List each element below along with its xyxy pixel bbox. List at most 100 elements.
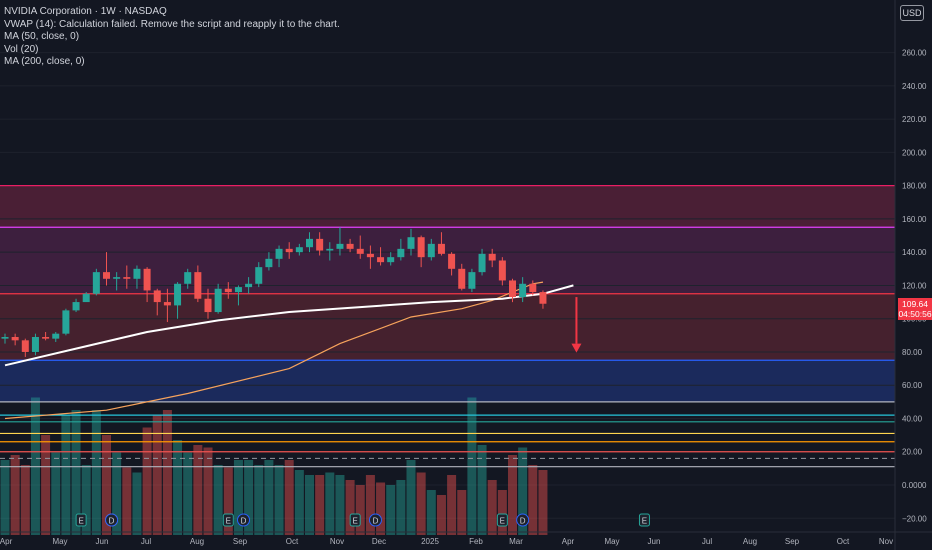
candle-body [356, 248, 364, 254]
candle-body [224, 288, 232, 293]
candlesticks [1, 227, 547, 357]
earnings-icon [496, 513, 508, 527]
zone-band [0, 293, 895, 361]
candle-body [153, 290, 161, 303]
price-tick-label: 60.00 [902, 381, 923, 390]
candle-body [174, 283, 182, 306]
candle-body [204, 298, 212, 313]
marker-label: D [109, 517, 115, 526]
earnings-marker: D [516, 513, 530, 527]
volume-bar [10, 455, 20, 535]
candle-body [377, 257, 385, 263]
grid-lines [0, 52, 895, 519]
price-tick-label: 40.00 [902, 414, 923, 423]
candle-body [498, 260, 506, 281]
volume-bar [152, 415, 162, 535]
price-tick-label: 80.00 [902, 348, 923, 357]
volume-bar [284, 460, 294, 535]
candle-body [1, 336, 9, 339]
dividend-icon [368, 513, 382, 527]
volume-bar [51, 452, 61, 535]
volume-bar [406, 460, 416, 535]
price-tick-label: 160.00 [902, 215, 927, 224]
volume-bar [335, 475, 345, 535]
horizontal-levels [0, 185, 895, 468]
volume-bar [294, 470, 304, 535]
candle-body [42, 336, 50, 339]
earnings-marker: E [638, 513, 650, 527]
earnings-icon [638, 513, 650, 527]
volume-bar [203, 447, 213, 535]
candle-body [285, 248, 293, 253]
candle-body [448, 253, 456, 269]
price-tick-label: 20.00 [902, 448, 923, 457]
volume-bar [365, 475, 375, 535]
candle-body [519, 283, 527, 298]
candle-body [509, 280, 516, 298]
price-axis[interactable]: 260.00 240.00 220.00 200.00 180.00 160.00 140.… [894, 0, 927, 550]
candle-body [143, 268, 151, 291]
candle-body [407, 237, 415, 249]
candle-body [336, 243, 344, 249]
candle-body [184, 272, 192, 284]
time-tick-label: Oct [286, 537, 299, 546]
volume-bar [457, 490, 467, 535]
marker-label: D [241, 517, 247, 526]
volume-bar [426, 490, 436, 535]
candle-body [326, 248, 334, 251]
projection-arrow [571, 297, 582, 353]
currency-button[interactable]: USD [900, 5, 924, 21]
time-tick-label: Apr [562, 537, 575, 546]
volume-bar [508, 455, 517, 535]
earnings-marker: E [496, 513, 508, 527]
volume-bar [497, 490, 507, 535]
dividend-icon [105, 513, 119, 527]
price-tick-label: 240.00 [902, 82, 927, 91]
time-tick-label: Dec [372, 537, 386, 546]
candle-body [133, 268, 141, 279]
price-tick-label: 180.00 [902, 182, 927, 191]
candle-body [82, 293, 90, 303]
volume-bar [193, 445, 203, 535]
time-tick-label: Mar [509, 537, 523, 546]
fibonacci-zones [0, 185, 895, 402]
time-tick-label: Feb [469, 537, 483, 546]
volume-bar [436, 495, 446, 535]
candle-body [346, 243, 354, 249]
candle-body [468, 272, 476, 289]
earnings-marker: E [349, 513, 361, 527]
volume-bar [477, 445, 487, 535]
time-tick-label: Oct [837, 537, 850, 546]
dividend-icon [516, 513, 530, 527]
candle-body [306, 238, 313, 248]
time-tick-label: May [52, 537, 67, 546]
time-tick-label: Jun [96, 537, 109, 546]
volume-bar [244, 460, 254, 535]
candle-body [72, 302, 80, 311]
candle-body [103, 272, 110, 279]
candle-body [245, 283, 253, 288]
price-tick-label: 200.00 [902, 148, 927, 157]
zone-band [0, 227, 895, 294]
earnings-marker: E [222, 513, 234, 527]
candle-body [194, 272, 202, 299]
marker-label: E [642, 517, 647, 526]
time-axis[interactable]: Apr May Jun Jul Aug Sep Oct Nov Dec 2025 Feb Mar Apr… [0, 531, 932, 546]
price-tick-label: 220.00 [902, 115, 927, 124]
volume-bar [325, 472, 335, 535]
candle-body [295, 247, 303, 253]
volume-bar [538, 470, 548, 535]
candle-body [417, 237, 425, 258]
price-tick-label: 0.0000 [902, 481, 927, 490]
candle-body [265, 258, 273, 268]
volume-bar [518, 447, 528, 535]
candle-body [214, 288, 222, 313]
time-tick-label: Sep [785, 537, 800, 546]
candle-body [255, 267, 263, 284]
earnings-marker: D [368, 513, 382, 527]
arrow-head [571, 343, 582, 353]
time-tick-label: Jul [702, 537, 712, 546]
candle-body [31, 336, 39, 352]
